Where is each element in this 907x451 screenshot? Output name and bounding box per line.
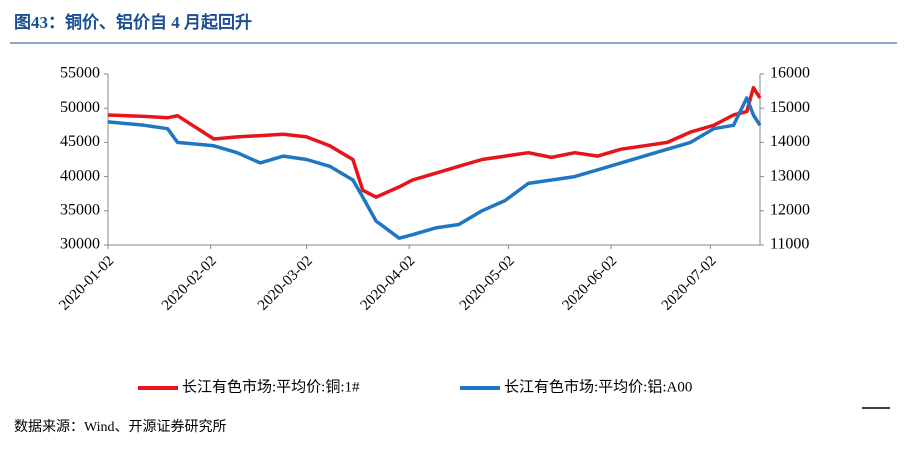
x-tick-label: 2020-02-02 xyxy=(159,253,220,314)
y-tick-label: 40000 xyxy=(60,167,100,184)
y2-tick-label: 14000 xyxy=(770,133,810,150)
y-tick-label: 45000 xyxy=(60,133,100,150)
chart-title: 图43：铜价、铝价自 4 月起回升 xyxy=(14,12,252,32)
y2-tick-label: 11000 xyxy=(770,236,809,253)
x-tick-label: 2020-06-02 xyxy=(560,253,621,314)
source-note: 数据来源：Wind、开源证券研究所 xyxy=(14,419,227,435)
y-tick-label: 35000 xyxy=(60,201,100,218)
x-tick-label: 2020-01-02 xyxy=(56,253,117,314)
y2-tick-label: 16000 xyxy=(770,65,810,82)
series-line xyxy=(107,96,762,240)
x-tick-label: 2020-07-02 xyxy=(659,253,720,314)
y-tick-label: 50000 xyxy=(60,99,100,116)
y2-tick-label: 15000 xyxy=(770,99,810,116)
y-tick-label: 55000 xyxy=(60,65,100,82)
x-tick-label: 2020-03-02 xyxy=(255,253,316,314)
series-line xyxy=(107,85,762,199)
y2-tick-label: 12000 xyxy=(770,201,810,218)
legend-label: 长江有色市场:平均价:铜:1# xyxy=(182,378,360,395)
y2-tick-label: 13000 xyxy=(770,167,810,184)
x-tick-label: 2020-04-02 xyxy=(358,253,419,314)
x-tick-label: 2020-05-02 xyxy=(457,253,518,314)
y-tick-label: 30000 xyxy=(60,236,100,253)
legend-label: 长江有色市场:平均价:铝:A00 xyxy=(504,378,692,395)
